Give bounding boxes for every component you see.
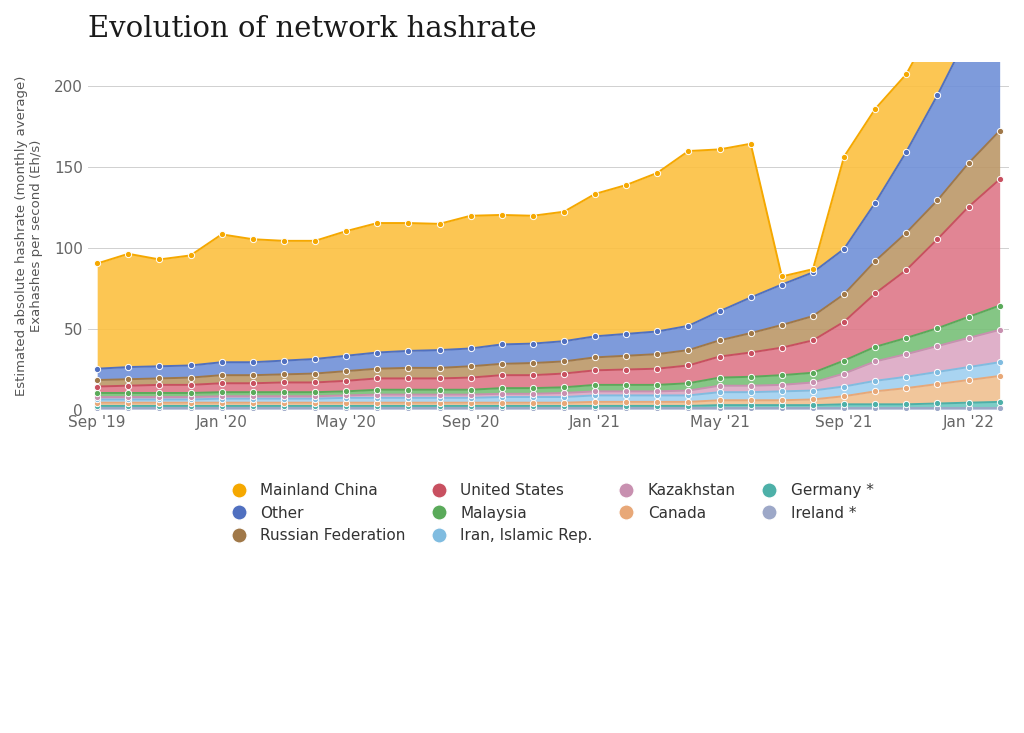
Text: Evolution of network hashrate: Evolution of network hashrate (88, 15, 537, 43)
Y-axis label: Estimated absolute hashrate (monthly average)
Exahashes per second (Eh/s): Estimated absolute hashrate (monthly ave… (15, 75, 43, 396)
Legend: Mainland China, Other, Russian Federation, United States, Malaysia, Iran, Islami: Mainland China, Other, Russian Federatio… (217, 476, 880, 549)
